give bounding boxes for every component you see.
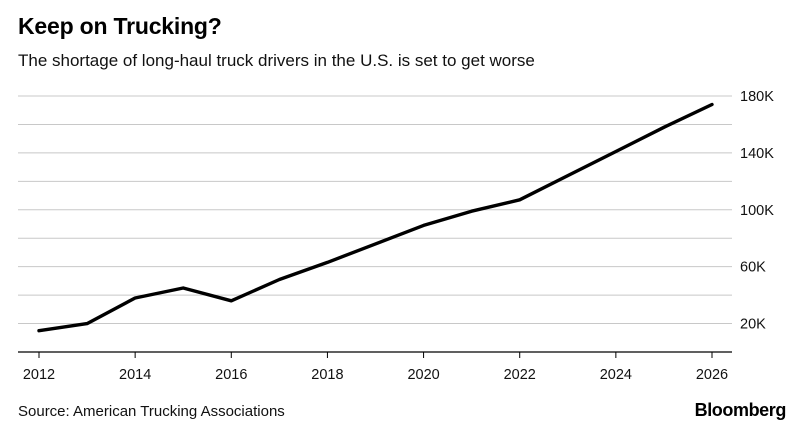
x-tick-label-2016: 2016 — [215, 367, 247, 383]
x-tick-label-2022: 2022 — [504, 367, 536, 383]
series-line-0 — [37, 102, 714, 333]
x-tick-label-2014: 2014 — [119, 367, 151, 383]
series-layer — [37, 102, 714, 333]
chart-title: Keep on Trucking? — [18, 13, 222, 39]
x-tick-label-2026: 2026 — [696, 367, 728, 383]
y-tick-label-180000: 180K — [740, 89, 774, 105]
x-tick-label-2020: 2020 — [407, 367, 439, 383]
brand-logo: Bloomberg — [694, 400, 787, 420]
gridlines — [18, 95, 732, 325]
source-note: Source: American Trucking Associations — [18, 403, 285, 420]
x-axis: 2012 2014 2016 2018 2020 2022 2024 2026 — [18, 351, 732, 383]
x-tick-label-2018: 2018 — [311, 367, 343, 383]
x-tick-label-2024: 2024 — [600, 367, 632, 383]
y-axis-tick-labels: 20K 60K 100K 140K 180K — [740, 89, 774, 333]
y-tick-label-60000: 60K — [740, 260, 766, 276]
y-tick-label-20000: 20K — [740, 317, 766, 333]
x-tick-label-2012: 2012 — [23, 367, 55, 383]
y-tick-label-140000: 140K — [740, 146, 774, 162]
y-tick-label-100000: 100K — [740, 203, 774, 219]
chart-subtitle: The shortage of long-haul truck drivers … — [18, 51, 535, 70]
